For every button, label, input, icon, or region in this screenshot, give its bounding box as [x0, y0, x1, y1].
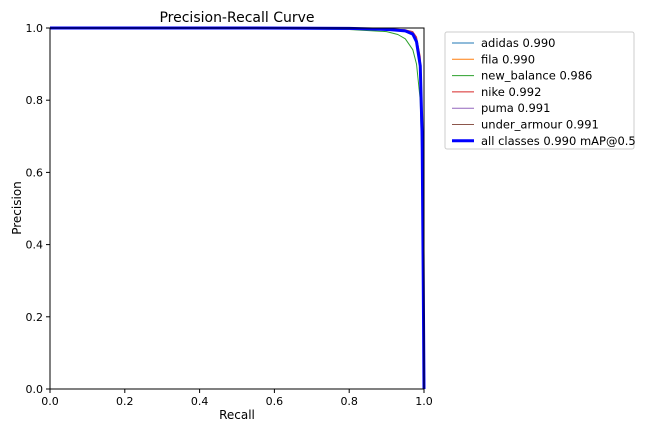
- x-tick-label: 1.0: [415, 395, 433, 408]
- chart-title: Precision-Recall Curve: [159, 10, 314, 26]
- series-line-2: [49, 27, 425, 390]
- series-line-4: [50, 27, 425, 390]
- series-line-0: [50, 27, 425, 390]
- plot-area-frame: [49, 27, 425, 390]
- x-tick-label: 0.2: [116, 395, 134, 408]
- series-line-3: [50, 27, 425, 390]
- legend-entries: adidas 0.990 fila 0.990 new_balance 0.986 n…: [452, 36, 636, 148]
- x-tick-label: 0.8: [340, 395, 358, 408]
- x-tick-label: 0.4: [191, 395, 209, 408]
- y-tick-label: 0.2: [26, 311, 44, 324]
- y-tick-label: 1.0: [26, 22, 44, 35]
- y-tick-label: 0.8: [26, 94, 44, 107]
- legend: adidas 0.990 fila 0.990 new_balance 0.986 n…: [444, 31, 636, 150]
- series-layer: [49, 26, 426, 390]
- y-tick-label: 0.0: [26, 383, 44, 396]
- legend-label-6: all classes 0.990 mAP@0.5: [481, 134, 636, 148]
- y-tick-label: 0.6: [26, 166, 44, 179]
- series-line-1: [50, 27, 425, 390]
- x-axis-label: Recall: [219, 408, 255, 422]
- legend-label-4: puma 0.991: [481, 101, 550, 115]
- x-tick-label: 0.0: [41, 395, 59, 408]
- y-axis-ticks: 0.0 0.2 0.4 0.6 0.8 1.0: [26, 22, 50, 396]
- series-line-5: [50, 27, 425, 390]
- x-tick-label: 0.6: [266, 395, 284, 408]
- y-axis-label: Precision: [10, 181, 24, 235]
- legend-label-5: under_armour 0.991: [481, 118, 599, 132]
- x-axis-ticks: 0.0 0.2 0.4 0.6 0.8 1.0: [41, 389, 433, 408]
- legend-frame: [444, 31, 635, 150]
- legend-label-2: new_balance 0.986: [481, 69, 592, 83]
- legend-label-0: adidas 0.990: [481, 36, 555, 50]
- series-line-6: [50, 26, 426, 390]
- y-tick-label: 0.4: [26, 239, 44, 252]
- legend-label-1: fila 0.990: [481, 52, 535, 66]
- legend-label-3: nike 0.992: [481, 85, 541, 99]
